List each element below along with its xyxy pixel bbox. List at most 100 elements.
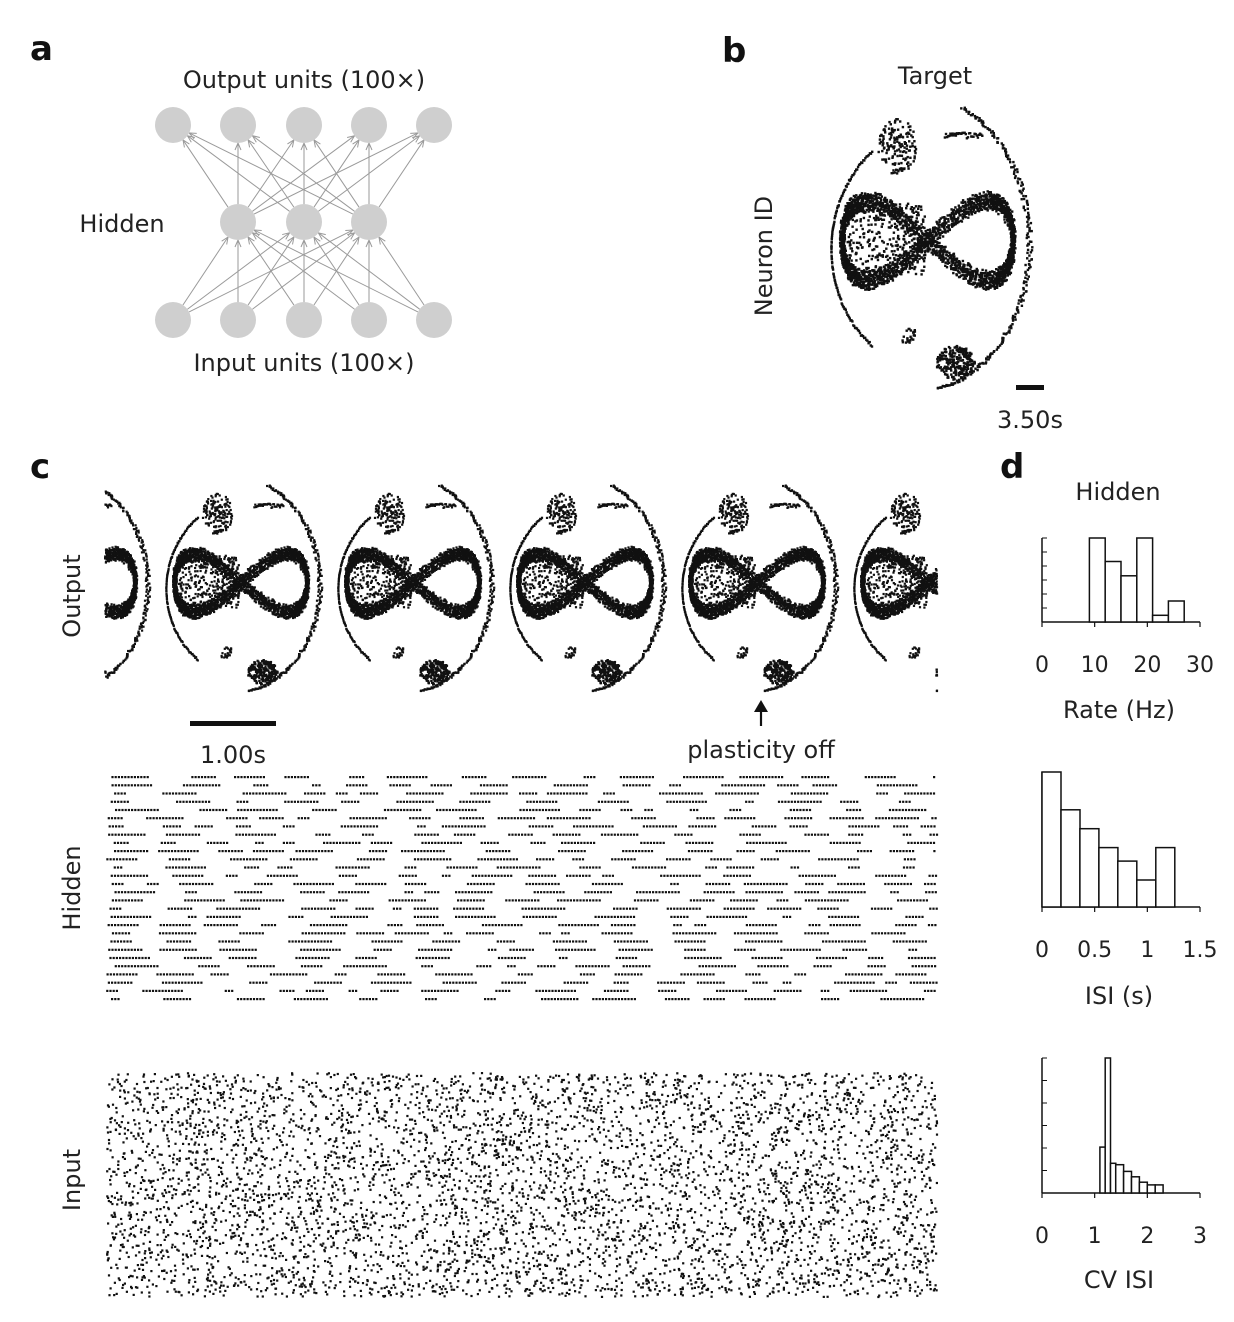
output-spike-dot: [111, 610, 114, 613]
target-spike-dot: [846, 207, 849, 211]
target-spike-dot: [895, 224, 899, 228]
target-spike-dot: [937, 228, 940, 231]
target-spike-dot: [842, 258, 845, 261]
target-spike-dot: [953, 258, 956, 261]
target-spike-dot: [878, 211, 881, 214]
output-spike-dot: [245, 585, 249, 589]
target-spike-dot: [960, 367, 963, 370]
target-spike-dot: [926, 240, 929, 243]
output-spike-dot: [136, 639, 139, 642]
target-spike-dot: [958, 213, 961, 217]
target-spike-dot: [958, 271, 961, 274]
output-spike-dot: [119, 506, 122, 509]
target-spike-dot: [938, 236, 942, 240]
target-spike-dot: [932, 228, 935, 232]
target-spike-dot: [846, 271, 849, 274]
target-spike-dot: [966, 367, 970, 370]
target-spike-dot: [959, 208, 962, 212]
target-spike-dot: [944, 365, 947, 368]
target-spike-dot: [941, 249, 944, 253]
output-spike-dot: [115, 606, 119, 609]
target-spike-dot: [984, 362, 987, 365]
target-spike-dot: [975, 271, 978, 275]
target-spike-dot: [988, 273, 991, 277]
target-spike-dot: [850, 215, 853, 218]
target-spike-dot: [859, 257, 862, 261]
target-spike-dot: [894, 275, 898, 278]
target-spike-dot: [902, 227, 905, 230]
target-spike-dot: [862, 202, 865, 205]
target-spike-dot: [984, 269, 988, 272]
target-spike-dot: [942, 257, 945, 261]
target-spike-dot: [834, 283, 837, 286]
target-spike-dot: [978, 207, 981, 210]
target-spike-dot: [984, 274, 987, 277]
target-spike-dot: [871, 200, 875, 203]
target-spike-dot: [890, 275, 894, 278]
output-spike-dot: [128, 519, 132, 522]
target-spike-dot: [956, 208, 960, 211]
target-spike-dot: [937, 232, 941, 235]
target-spike-dot: [906, 229, 909, 232]
target-spike-dot: [857, 247, 860, 250]
target-spike-dot: [991, 130, 994, 133]
target-spike-dot: [865, 287, 869, 290]
target-spike-dot: [916, 243, 920, 246]
target-spike-dot: [1027, 218, 1030, 221]
target-spike-dot: [939, 228, 942, 232]
target-spike-dot: [954, 134, 958, 137]
target-spike-dot: [846, 202, 849, 205]
target-spike-dot: [855, 283, 859, 287]
target-spike-dot: [934, 245, 937, 248]
target-spike-dot: [913, 226, 916, 229]
target-spike-dot: [911, 215, 914, 219]
target-spike-dot: [878, 204, 881, 207]
output-spike-dot: [134, 640, 137, 643]
target-spike-dot: [840, 231, 843, 234]
target-spike-dot: [947, 363, 950, 366]
target-spike-dot: [975, 200, 978, 204]
target-spike-dot: [855, 259, 858, 262]
target-spike-dot: [973, 361, 976, 364]
target-spike-dot: [968, 277, 972, 280]
output-spike-dot: [116, 548, 119, 551]
target-spike-dot: [830, 257, 833, 260]
target-spike-dot: [842, 233, 845, 236]
target-spike-dot: [995, 210, 998, 213]
target-spike-dot: [962, 365, 966, 368]
target-spike-dot: [859, 208, 863, 212]
target-spike-dot: [1010, 166, 1013, 169]
target-spike-dot: [868, 201, 871, 204]
target-spike-dot: [886, 202, 889, 206]
output-spike-dot: [110, 616, 113, 619]
target-spike-dot: [901, 248, 904, 251]
target-spike-dot: [992, 285, 995, 288]
target-spike-dot: [958, 346, 961, 349]
target-spike-dot: [956, 381, 959, 384]
target-spike-dot: [1012, 250, 1016, 253]
target-spike-dot: [882, 282, 885, 286]
target-spike-dot: [889, 209, 893, 213]
target-spike-dot: [1005, 205, 1009, 208]
target-spike-dot: [850, 200, 854, 204]
target-spike-dot: [964, 349, 968, 352]
target-spike-dot: [922, 257, 925, 261]
target-spike-dot: [843, 259, 847, 262]
target-spike-dot: [1005, 216, 1008, 219]
target-spike-dot: [841, 245, 844, 248]
target-spike-dot: [908, 241, 911, 244]
target-spike-dot: [1026, 248, 1030, 252]
target-spike-dot: [901, 136, 905, 139]
target-spike-dot: [949, 349, 952, 353]
target-spike-dot: [939, 232, 942, 235]
target-spike-dot: [848, 271, 851, 274]
target-spike-dot: [1008, 272, 1011, 275]
target-spike-dot: [846, 206, 849, 209]
target-spike-dot: [852, 265, 855, 268]
panel-letter-a: a: [30, 29, 53, 69]
target-spike-dot: [842, 229, 845, 232]
target-spike-dot: [872, 216, 876, 220]
target-spike-dot: [961, 213, 964, 216]
target-spike-dot: [997, 212, 1000, 216]
target-spike-dot: [848, 257, 851, 260]
